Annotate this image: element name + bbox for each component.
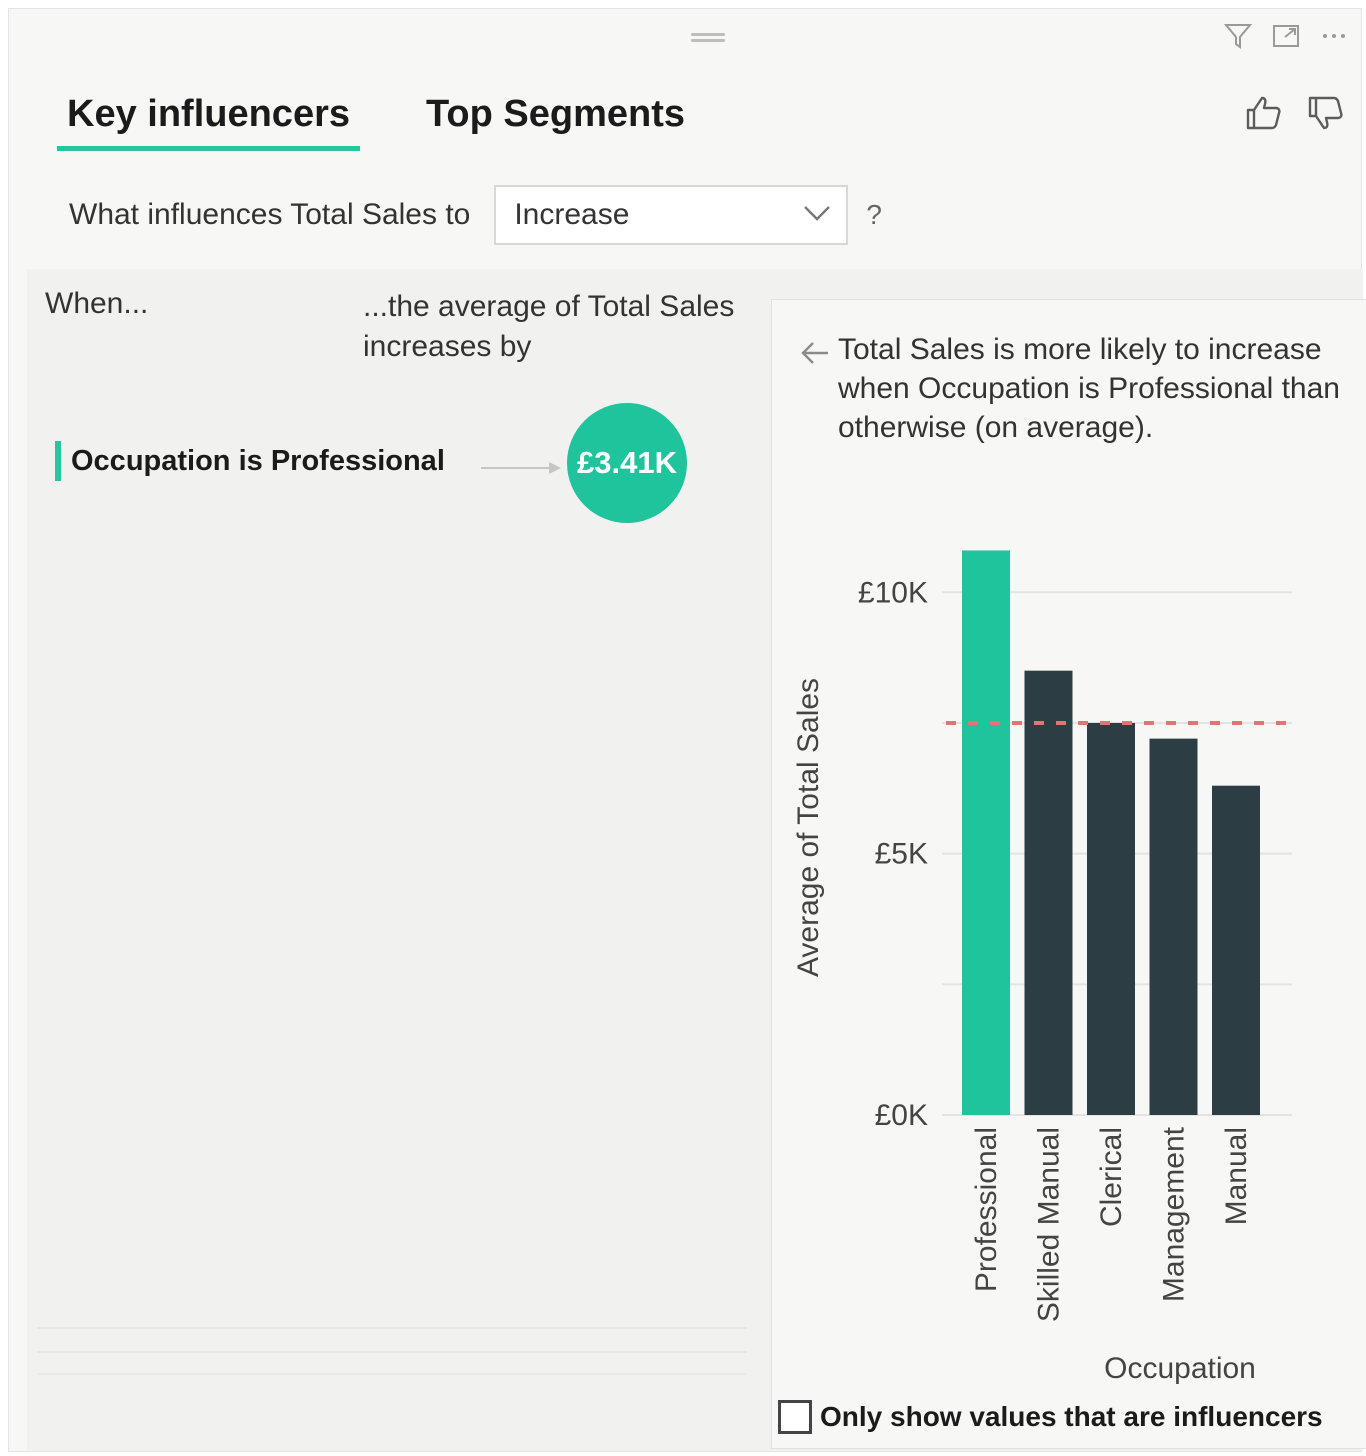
back-arrow-icon[interactable] <box>798 336 832 370</box>
question-label: What influences Total Sales to <box>69 198 471 231</box>
divider <box>37 1327 747 1329</box>
direction-dropdown[interactable]: Increase <box>494 185 849 245</box>
help-icon[interactable]: ? <box>866 199 882 230</box>
influencer-row[interactable]: Occupation is Professional <box>55 441 445 481</box>
influence-value: £3.41K <box>577 445 677 480</box>
bar-manual <box>1212 785 1260 1115</box>
feedback-icons <box>1241 91 1347 135</box>
filter-icon[interactable] <box>1221 19 1255 53</box>
y-tick-label: £0K <box>875 1099 928 1132</box>
only-show-label: Only show values that are influencers <box>820 1401 1323 1432</box>
tab-bar: Key influencers Top Segments <box>57 93 695 151</box>
bar-professional <box>962 550 1010 1115</box>
x-tick-label: Management <box>1158 1126 1191 1302</box>
influence-value-bubble[interactable]: £3.41K <box>567 403 687 523</box>
x-tick-label: Skilled Manual <box>1033 1127 1066 1322</box>
occupation-bar-chart: £0K £5K £10K Average of Total Sales Professi… <box>792 550 1292 1385</box>
x-tick-label: Manual <box>1220 1127 1253 1225</box>
divider <box>37 1373 747 1375</box>
more-options-icon[interactable] <box>1317 19 1351 53</box>
x-tick-label: Professional <box>970 1127 1003 1292</box>
when-column-header: When... <box>45 287 149 320</box>
thumbs-down-icon[interactable] <box>1303 91 1347 135</box>
thumbs-up-icon[interactable] <box>1241 91 1285 135</box>
connector-arrow-icon <box>481 462 561 474</box>
only-show-checkbox[interactable] <box>778 1400 812 1434</box>
influencers-panel: When... ...the average of Total Sales in… <box>27 269 1366 1451</box>
question-row: What influences Total Sales to Increase … <box>69 185 882 245</box>
tab-key-influencers[interactable]: Key influencers <box>57 93 360 151</box>
influencer-marker <box>55 441 61 481</box>
detail-description: Total Sales is more likely to increase w… <box>838 333 1340 444</box>
x-tick-label: Clerical <box>1095 1127 1128 1227</box>
dropdown-value: Increase <box>514 198 630 231</box>
visual-header-icons <box>1221 19 1351 53</box>
bar-management <box>1149 738 1198 1115</box>
tab-top-segments[interactable]: Top Segments <box>426 93 685 135</box>
y-tick-label: £5K <box>875 838 928 871</box>
bar-clerical <box>1087 722 1135 1115</box>
focus-mode-icon[interactable] <box>1269 19 1303 53</box>
chevron-down-icon <box>802 203 832 228</box>
x-axis-title: Occupation <box>1104 1352 1256 1385</box>
bar-skilled-manual <box>1024 670 1073 1115</box>
y-tick-label: £10K <box>858 576 928 609</box>
y-axis-title: Average of Total Sales <box>792 678 825 977</box>
drag-handle[interactable] <box>691 31 725 43</box>
influencer-label: Occupation is Professional <box>71 444 445 477</box>
average-column-header: ...the average of Total Sales increases … <box>363 290 735 363</box>
detail-pane: Total Sales is more likely to increase w… <box>771 299 1366 1449</box>
key-influencers-visual: Key influencers Top Segments What influe… <box>8 8 1366 1452</box>
only-show-influencers-toggle[interactable]: Only show values that are influencers <box>778 1400 1323 1434</box>
divider <box>37 1351 747 1353</box>
